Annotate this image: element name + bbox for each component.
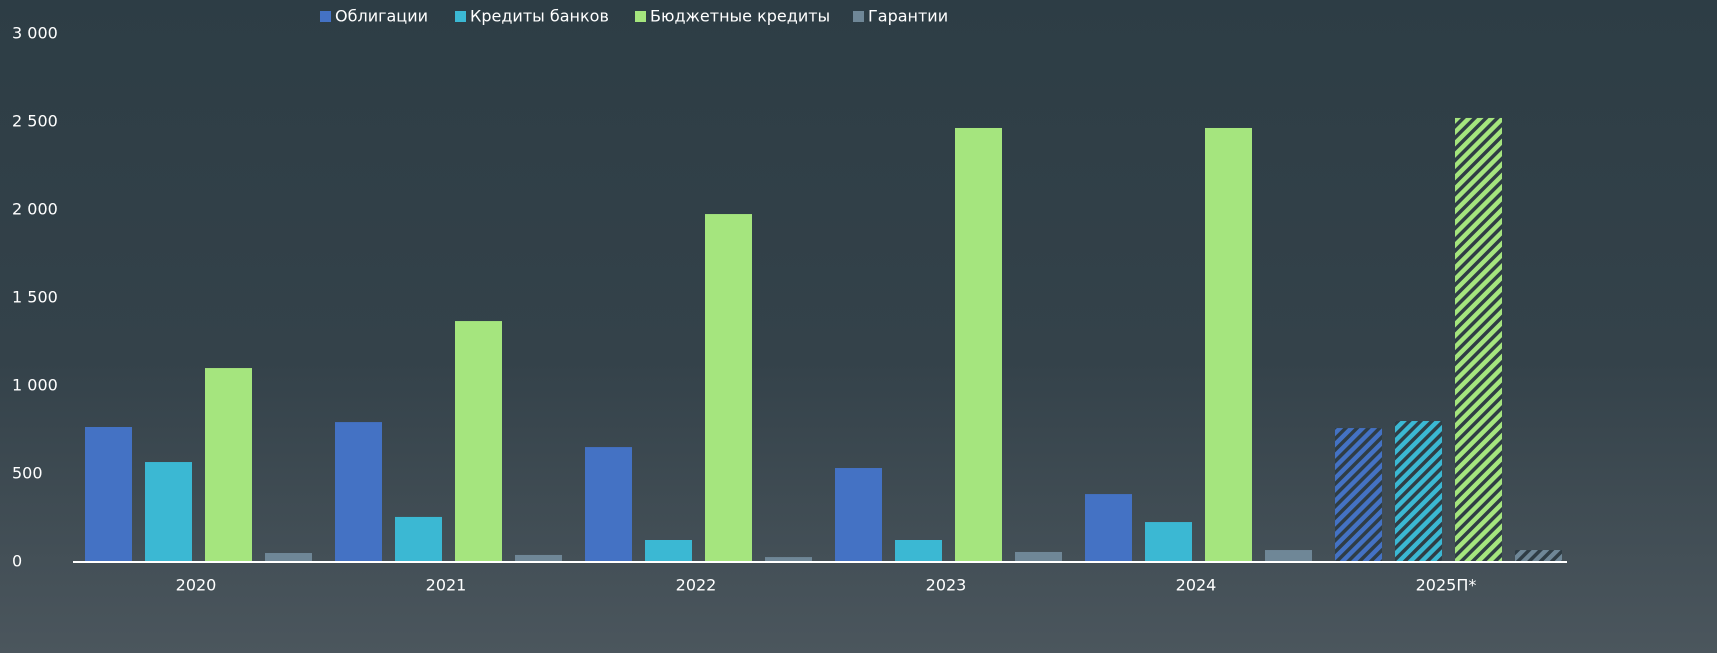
bar [1335, 428, 1382, 562]
bar [705, 214, 752, 562]
bar [205, 368, 252, 562]
bar [585, 447, 632, 562]
bar [395, 516, 442, 562]
legend-label: Облигации [335, 7, 428, 26]
bar [765, 557, 812, 562]
bar [835, 468, 882, 562]
x-tick-label: 2025П* [1416, 576, 1477, 595]
bar [955, 127, 1002, 562]
bar [1015, 551, 1062, 562]
bar [1265, 550, 1312, 562]
legend-swatch [455, 11, 466, 22]
x-tick-label: 2023 [926, 576, 967, 595]
bar [515, 554, 562, 562]
legend-swatch [320, 11, 331, 22]
x-tick-label: 2021 [426, 576, 467, 595]
bar [1395, 421, 1442, 562]
legend-swatch [853, 11, 864, 22]
y-tick-label: 2 000 [12, 200, 58, 219]
bar [455, 321, 502, 562]
legend-label: Кредиты банков [470, 7, 609, 26]
bar [265, 553, 312, 562]
y-tick-label: 1 500 [12, 288, 58, 307]
y-tick-label: 2 500 [12, 112, 58, 131]
x-tick-label: 2022 [676, 576, 717, 595]
bar [1145, 522, 1192, 562]
bar [1515, 550, 1562, 562]
x-tick-label: 2024 [1176, 576, 1217, 595]
y-tick-label: 500 [12, 464, 43, 483]
legend-label: Бюджетные кредиты [650, 7, 830, 26]
bar [1455, 117, 1502, 563]
bar [335, 422, 382, 562]
y-tick-label: 3 000 [12, 24, 58, 43]
bar [85, 427, 132, 562]
y-tick-label: 0 [12, 552, 22, 571]
bar [895, 540, 942, 562]
bar [645, 540, 692, 562]
bar [145, 462, 192, 562]
legend-swatch [635, 11, 646, 22]
bar [1085, 494, 1132, 562]
legend-label: Гарантии [868, 7, 948, 26]
y-tick-label: 1 000 [12, 376, 58, 395]
bar [1205, 127, 1252, 562]
x-tick-label: 2020 [176, 576, 217, 595]
